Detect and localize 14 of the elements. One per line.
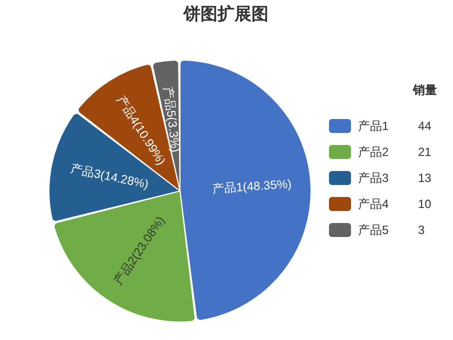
text: 产品1(48.35%) xyxy=(212,176,292,196)
legend-label: 产品1 xyxy=(358,119,389,133)
legend-label: 产品5 xyxy=(358,223,389,237)
legend-title: 销量 xyxy=(412,83,437,97)
data-label: 21 xyxy=(418,145,432,159)
data-label: 44 xyxy=(418,119,432,133)
text: 产品5(3.3%) xyxy=(161,86,183,154)
chart-title: 饼图扩展图 xyxy=(182,4,268,24)
legend-label: 产品3 xyxy=(358,171,389,185)
legend-label: 产品2 xyxy=(358,145,389,159)
data-label: 13 xyxy=(418,171,432,185)
legend-label: 产品4 xyxy=(358,197,389,211)
data-label: 3 xyxy=(418,223,425,237)
data-label: 10 xyxy=(418,197,432,211)
